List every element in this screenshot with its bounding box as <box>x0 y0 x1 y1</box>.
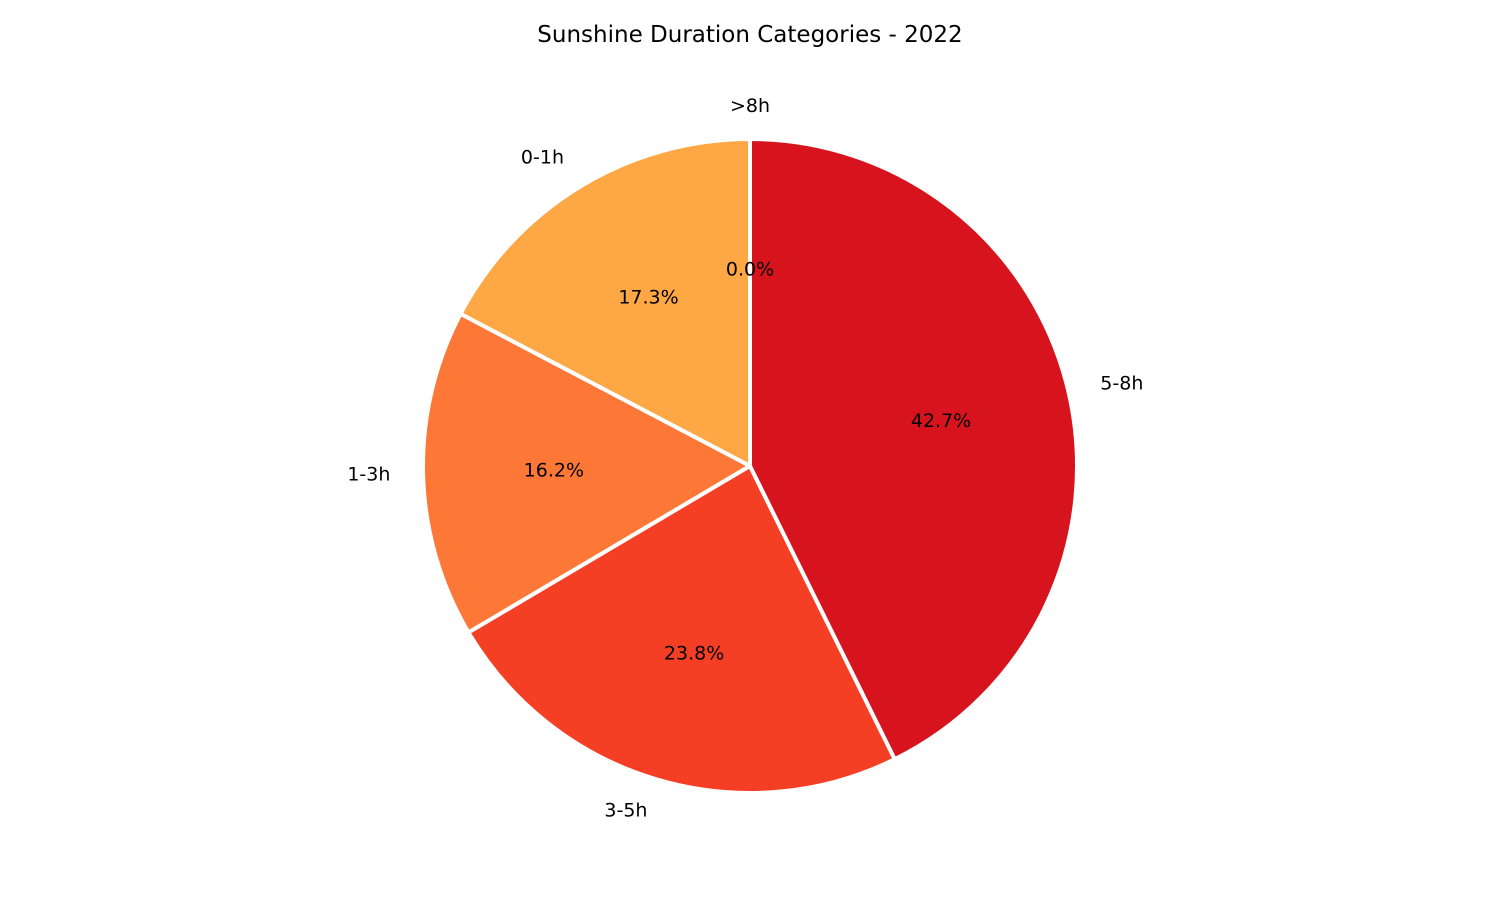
slice-percent-label: 16.2% <box>524 459 584 481</box>
slice-label: 0-1h <box>521 147 564 169</box>
pie-slice-13h <box>421 311 752 635</box>
slice-percent-label: 17.3% <box>618 287 678 309</box>
pie-slice-58h <box>748 137 1079 762</box>
pie-slices <box>421 137 1079 795</box>
slice-label: >8h <box>730 95 770 117</box>
pie-slice-01h <box>458 137 752 468</box>
slice-percent-label: 0.0% <box>726 258 774 280</box>
slice-percent-label: 42.7% <box>911 410 971 432</box>
slice-label: 3-5h <box>604 799 647 821</box>
chart-title: Sunshine Duration Categories - 2022 <box>537 22 962 48</box>
pie-labels: 0-1h 17.3% 1-3h 16.2% 3-5h 23.8% 5-8h 42.7% >8h 0… <box>347 95 1143 821</box>
slice-label: 1-3h <box>347 464 390 486</box>
slice-percent-label: 23.8% <box>664 643 724 665</box>
slice-label: 5-8h <box>1100 373 1143 395</box>
